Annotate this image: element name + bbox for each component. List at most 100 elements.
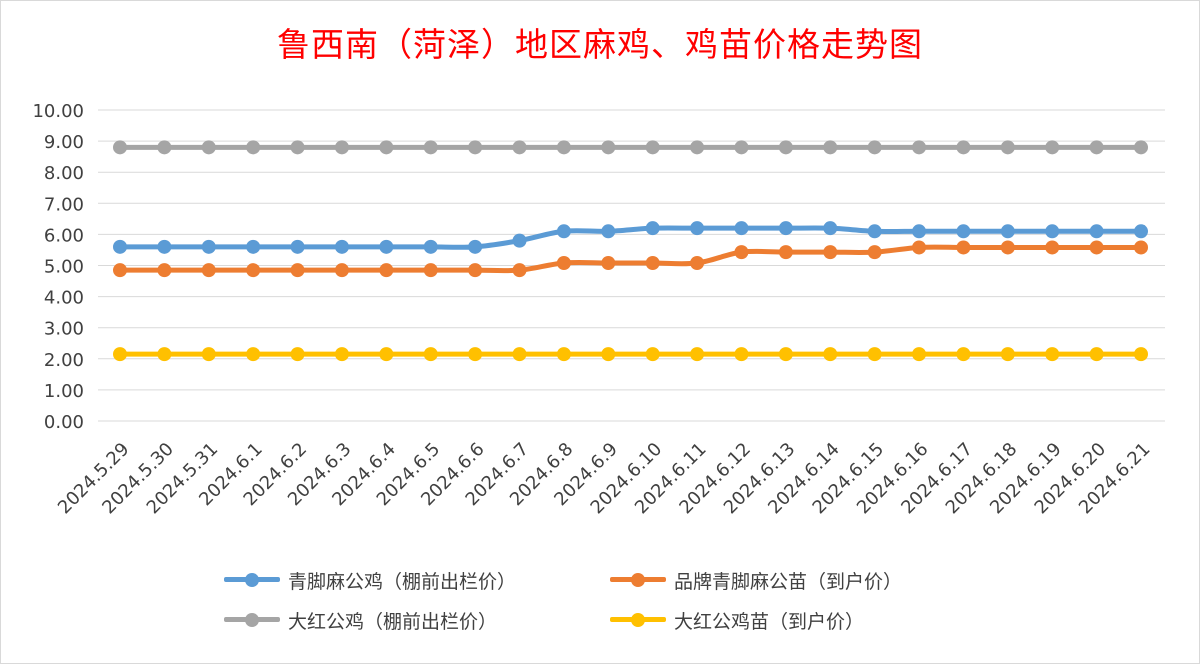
data-point bbox=[157, 263, 172, 278]
data-point bbox=[690, 221, 705, 236]
data-point bbox=[423, 347, 438, 362]
data-point bbox=[113, 347, 127, 362]
data-point bbox=[379, 347, 394, 362]
data-point bbox=[246, 239, 261, 254]
data-point bbox=[912, 140, 927, 155]
series-line-1 bbox=[120, 225, 1141, 250]
data-point bbox=[867, 245, 882, 260]
data-point bbox=[867, 224, 882, 239]
data-point bbox=[1089, 140, 1104, 155]
data-point bbox=[823, 140, 838, 155]
legend-label-3: 大红公鸡（棚前出栏价） bbox=[288, 610, 498, 633]
data-point bbox=[867, 140, 882, 155]
legend-item-3: 大红公鸡（棚前出栏价） bbox=[222, 605, 497, 635]
legend-label-4: 大红公鸡苗（到户价） bbox=[674, 610, 865, 633]
data-point bbox=[734, 245, 749, 260]
data-point bbox=[823, 221, 838, 236]
data-point bbox=[734, 347, 749, 362]
y-tick-label: 2.00 bbox=[44, 350, 84, 371]
chart-title: 鲁西南（菏泽）地区麻鸡、鸡苗价格走势图 bbox=[277, 25, 923, 64]
data-point bbox=[157, 239, 172, 254]
y-tick-label: 7.00 bbox=[44, 194, 84, 215]
y-axis-ticks: 0.00 1.00 2.00 3.00 4.00 5.00 6.00 7.00 8.00 9.00… bbox=[32, 101, 84, 433]
data-point bbox=[379, 263, 394, 278]
y-tick-label: 6.00 bbox=[44, 225, 84, 246]
data-point bbox=[157, 140, 172, 155]
data-point bbox=[690, 140, 705, 155]
y-tick-label: 4.00 bbox=[44, 288, 84, 309]
data-point bbox=[956, 224, 971, 239]
data-point bbox=[334, 140, 349, 155]
data-point bbox=[468, 347, 483, 362]
data-point bbox=[468, 140, 483, 155]
data-point bbox=[201, 347, 216, 362]
data-point bbox=[246, 140, 261, 155]
data-point bbox=[734, 221, 749, 236]
data-point bbox=[690, 256, 705, 271]
data-point bbox=[1045, 347, 1060, 362]
data-point bbox=[1000, 347, 1015, 362]
data-point bbox=[601, 224, 616, 239]
series-line-2 bbox=[120, 244, 1141, 274]
data-point bbox=[290, 239, 305, 254]
y-tick-label: 5.00 bbox=[44, 257, 84, 278]
data-point bbox=[1045, 224, 1060, 239]
data-point bbox=[1000, 140, 1015, 155]
data-point bbox=[290, 263, 305, 278]
data-point bbox=[690, 347, 705, 362]
data-point bbox=[468, 239, 483, 254]
legend-swatch-4 bbox=[608, 605, 668, 635]
legend-item-1: 青脚麻公鸡（棚前出栏价） bbox=[222, 565, 516, 595]
data-point bbox=[1134, 224, 1148, 239]
data-point bbox=[912, 224, 927, 239]
data-point bbox=[334, 263, 349, 278]
data-point bbox=[601, 347, 616, 362]
data-point bbox=[956, 140, 971, 155]
data-point bbox=[1000, 224, 1015, 239]
y-tick-label: 10.00 bbox=[32, 101, 84, 122]
data-point bbox=[823, 245, 838, 260]
data-point bbox=[645, 256, 660, 271]
data-point bbox=[601, 140, 616, 155]
x-axis-ticks: 2024.5.292024.5.302024.5.312024.6.12024.… bbox=[54, 439, 1155, 519]
legend-swatch-1 bbox=[222, 565, 282, 595]
data-point bbox=[556, 347, 571, 362]
y-tick-label: 3.00 bbox=[44, 319, 84, 340]
data-point bbox=[1089, 224, 1104, 239]
data-point bbox=[379, 140, 394, 155]
data-point bbox=[246, 263, 261, 278]
data-point bbox=[290, 347, 305, 362]
data-point bbox=[1134, 240, 1148, 255]
data-point bbox=[556, 140, 571, 155]
y-tick-label: 9.00 bbox=[44, 132, 84, 153]
data-point bbox=[778, 347, 793, 362]
data-point bbox=[423, 140, 438, 155]
data-point bbox=[1089, 347, 1104, 362]
data-point bbox=[334, 239, 349, 254]
series-lines bbox=[113, 140, 1148, 362]
data-point bbox=[201, 140, 216, 155]
legend-item-4: 大红公鸡苗（到户价） bbox=[608, 605, 864, 635]
data-point bbox=[334, 347, 349, 362]
data-point bbox=[956, 347, 971, 362]
data-point bbox=[867, 347, 882, 362]
data-point bbox=[1134, 347, 1148, 362]
data-point bbox=[556, 256, 571, 271]
data-point bbox=[512, 140, 527, 155]
data-point bbox=[201, 263, 216, 278]
data-point bbox=[778, 140, 793, 155]
data-point bbox=[512, 263, 527, 278]
data-point bbox=[1134, 140, 1148, 155]
y-tick-label: 1.00 bbox=[44, 381, 84, 402]
data-point bbox=[556, 224, 571, 239]
data-point bbox=[1045, 240, 1060, 255]
data-point bbox=[423, 239, 438, 254]
data-point bbox=[956, 240, 971, 255]
y-tick-label: 0.00 bbox=[44, 412, 84, 433]
data-point bbox=[201, 239, 216, 254]
data-point bbox=[379, 239, 394, 254]
data-point bbox=[113, 263, 127, 278]
data-point bbox=[778, 245, 793, 260]
legend-label-2: 品牌青脚麻公苗（到户价） bbox=[674, 570, 903, 593]
